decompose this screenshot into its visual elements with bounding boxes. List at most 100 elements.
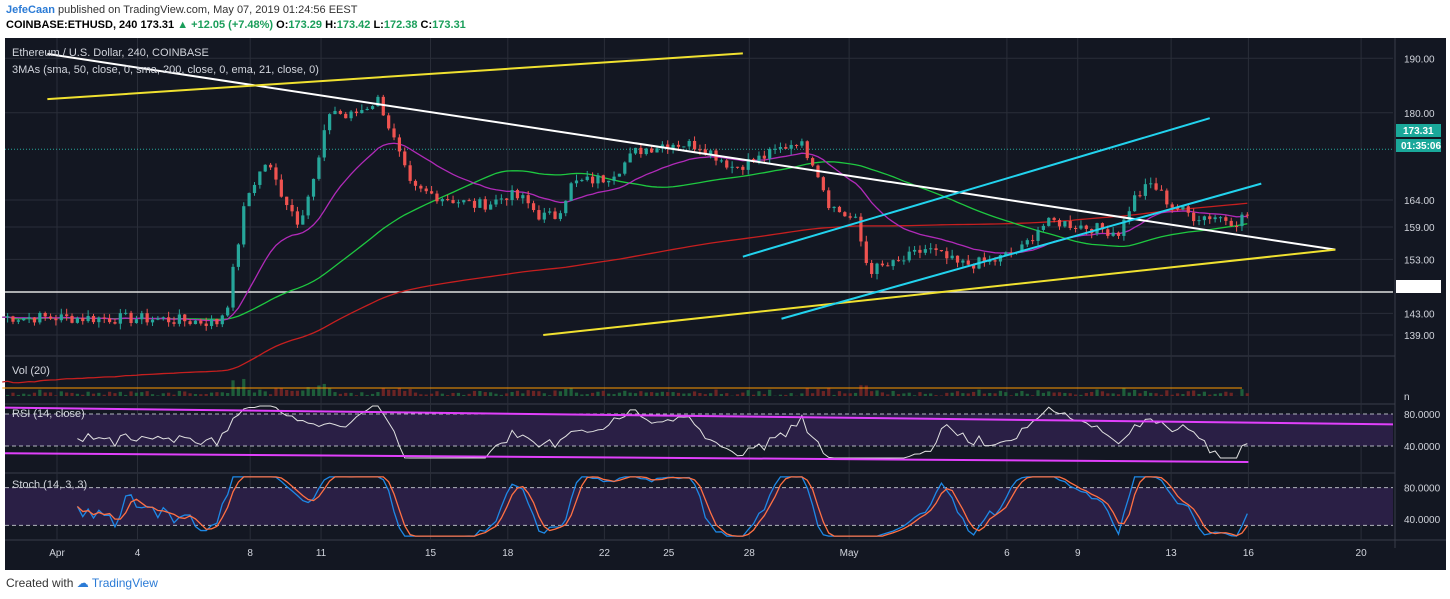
candle-body bbox=[875, 263, 879, 274]
last-price: 173.31 bbox=[140, 19, 175, 31]
stoch-level-label: 80.0000 bbox=[1404, 484, 1441, 495]
volume-bar bbox=[247, 389, 251, 396]
candle-body bbox=[419, 185, 423, 189]
candle-body bbox=[156, 318, 160, 320]
price-tag: 173.31 bbox=[1403, 126, 1434, 137]
candle-body bbox=[338, 110, 342, 114]
candle-body bbox=[413, 180, 418, 186]
candle-body bbox=[145, 313, 149, 323]
volume-bar bbox=[751, 394, 756, 396]
tradingview-link[interactable]: TradingView bbox=[91, 576, 158, 590]
x-tick-label: 18 bbox=[502, 548, 514, 559]
cyan-channel-upper-trendline[interactable] bbox=[742, 117, 1211, 258]
candle-body bbox=[295, 211, 300, 225]
close-label: C: bbox=[420, 19, 433, 31]
volume-bar bbox=[1004, 392, 1008, 396]
volume-bar bbox=[1143, 390, 1147, 396]
stoch-pane: 80.0000 40.0000 bbox=[5, 476, 1441, 537]
rsi-level-label: 40.0000 bbox=[1404, 442, 1441, 453]
volume-bar bbox=[703, 394, 707, 396]
y-tick-label: 153.00 bbox=[1404, 255, 1435, 266]
volume-bar bbox=[816, 389, 820, 396]
volume-bar bbox=[338, 393, 342, 396]
candle-body bbox=[870, 262, 874, 274]
rsi-lower-trendline[interactable] bbox=[4, 452, 1249, 463]
candle-body bbox=[258, 171, 262, 185]
author-link[interactable]: JefeCaan bbox=[6, 4, 55, 16]
countdown: 01:35:06 bbox=[1401, 141, 1441, 152]
candle-body bbox=[972, 264, 976, 269]
volume-bar bbox=[580, 394, 584, 396]
y-tick-label: 139.00 bbox=[1404, 331, 1435, 342]
volume-bar bbox=[268, 394, 273, 396]
candle-body bbox=[1004, 252, 1008, 256]
volume-bar bbox=[1202, 391, 1207, 396]
volume-bar bbox=[848, 393, 852, 396]
volume-bar bbox=[435, 391, 439, 396]
candle-body bbox=[993, 260, 997, 262]
volume-bar bbox=[505, 393, 509, 396]
level-tag-box bbox=[1396, 280, 1441, 293]
candle-body bbox=[644, 148, 648, 155]
volume-bar bbox=[628, 392, 632, 396]
volume-bar bbox=[333, 392, 337, 396]
volume-bar bbox=[864, 385, 868, 396]
volume-bar bbox=[81, 394, 85, 396]
volume-bar bbox=[789, 393, 793, 396]
candle-body bbox=[988, 260, 992, 262]
candle-body bbox=[1170, 204, 1174, 208]
candle-body bbox=[1047, 217, 1051, 226]
yellow-lower-trendline[interactable] bbox=[543, 248, 1336, 336]
volume-bar bbox=[988, 392, 992, 396]
candle-body bbox=[268, 164, 273, 168]
candle-body bbox=[827, 190, 831, 209]
candle-body bbox=[429, 191, 434, 194]
candle-body bbox=[982, 257, 986, 262]
volume-bar bbox=[376, 392, 380, 396]
volume-bar bbox=[204, 393, 208, 396]
white-descending-trendline[interactable] bbox=[47, 52, 1336, 251]
candle-body bbox=[140, 313, 144, 320]
candle-body bbox=[526, 195, 530, 204]
candle-body bbox=[837, 206, 842, 213]
yellow-upper-trendline[interactable] bbox=[47, 52, 743, 101]
volume-bar bbox=[1154, 393, 1158, 396]
volume-bar bbox=[982, 393, 986, 396]
candle-body bbox=[252, 184, 257, 194]
candle-body bbox=[349, 111, 353, 119]
candle-body bbox=[805, 141, 809, 159]
volume-bar bbox=[907, 392, 911, 396]
close-value: 173.31 bbox=[432, 19, 466, 31]
candle-body bbox=[167, 317, 171, 323]
rsi-line bbox=[77, 405, 1248, 459]
candle-body bbox=[1133, 195, 1137, 212]
volume-bar bbox=[403, 390, 407, 396]
volume-bar bbox=[934, 395, 938, 396]
candle-body bbox=[279, 179, 283, 197]
candle-body bbox=[285, 196, 289, 206]
candle-body bbox=[65, 314, 69, 316]
volume-bar bbox=[429, 393, 434, 396]
volume-bar bbox=[1041, 392, 1046, 396]
chart-canvas[interactable]: 80.0000 40.0000 80.0000 40.0000 Apr 4 8 11 15 1… bbox=[0, 38, 1450, 570]
candle-body bbox=[880, 263, 885, 266]
cyan-channel-lower-trendline[interactable] bbox=[781, 182, 1262, 320]
volume-bar bbox=[719, 393, 724, 396]
volume-bar bbox=[993, 393, 997, 396]
volume-bar bbox=[129, 391, 133, 396]
candle-body bbox=[70, 315, 74, 323]
candle-body bbox=[387, 115, 391, 129]
candle-body bbox=[1181, 206, 1185, 210]
volume-bar bbox=[1047, 391, 1051, 396]
x-tick-label: Apr bbox=[49, 548, 65, 559]
volume-bar bbox=[456, 392, 461, 396]
rsi-upper-trendline[interactable] bbox=[4, 406, 1394, 426]
volume-bar bbox=[633, 393, 638, 396]
candle-body bbox=[435, 193, 439, 202]
candle-body bbox=[515, 190, 520, 199]
candle-body bbox=[1036, 229, 1040, 241]
volume-bar bbox=[955, 391, 960, 396]
volume-bar bbox=[1197, 393, 1201, 396]
volume-bar bbox=[226, 392, 230, 396]
volume-bar bbox=[124, 394, 128, 396]
